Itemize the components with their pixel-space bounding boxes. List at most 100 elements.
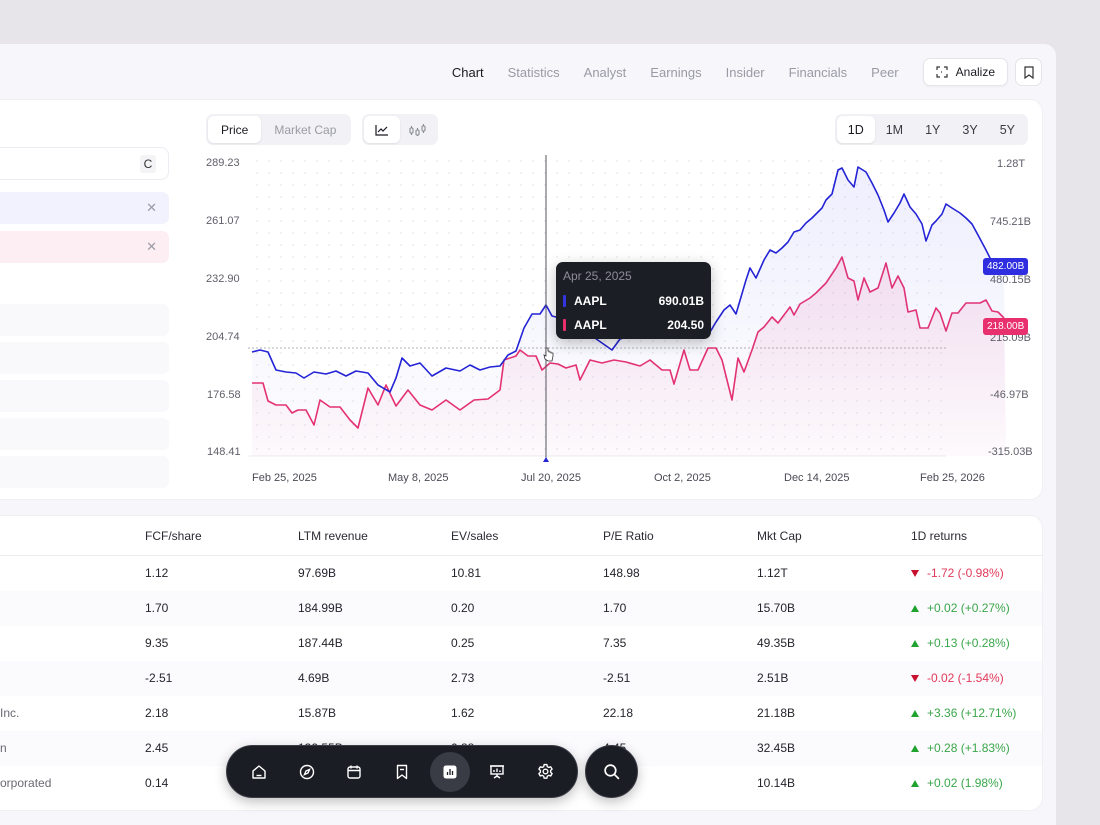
tab-chart[interactable]: Chart bbox=[451, 64, 484, 80]
cell-return: +0.02 (+0.27%) bbox=[911, 601, 1010, 615]
cell-pe: -2.51 bbox=[603, 671, 631, 685]
compare-search-input[interactable]: C bbox=[0, 147, 169, 180]
cell-fcf: 1.70 bbox=[145, 601, 169, 615]
cell-ltm: 97.69B bbox=[298, 566, 337, 580]
dock-calendar[interactable] bbox=[334, 752, 374, 792]
chart-tooltip: Apr 25, 2025 AAPL 690.01B AAPL 204.50 bbox=[556, 262, 711, 339]
compass-icon bbox=[299, 764, 314, 779]
price-tag-pink: 218.00B bbox=[983, 318, 1029, 335]
compare-panel: C ✕ ✕ bbox=[0, 100, 170, 499]
tab-analyst[interactable]: Analyst bbox=[583, 64, 627, 80]
option-price[interactable]: Price bbox=[208, 116, 262, 143]
tab-earnings[interactable]: Earnings bbox=[650, 64, 702, 80]
cell-mcap: 49.35B bbox=[757, 636, 796, 650]
dock-presentation[interactable] bbox=[477, 752, 517, 792]
list-item bbox=[0, 304, 169, 336]
tab-insider[interactable]: Insider bbox=[725, 64, 765, 80]
x-tick: Dec 14, 2025 bbox=[784, 472, 850, 484]
col-1d-returns[interactable]: 1D returns bbox=[911, 529, 968, 543]
chart-icon bbox=[443, 765, 457, 778]
dock-explore[interactable] bbox=[287, 752, 327, 792]
series-color-swatch bbox=[563, 319, 566, 331]
range-1m[interactable]: 1M bbox=[885, 122, 904, 137]
col-mkt-cap[interactable]: Mkt Cap bbox=[757, 529, 802, 543]
cell-ltm: 15.87B bbox=[298, 706, 337, 720]
x-tick: Feb 25, 2025 bbox=[252, 472, 317, 484]
cell-ev: 0.20 bbox=[451, 601, 475, 615]
dock-home[interactable] bbox=[239, 752, 279, 792]
range-5y[interactable]: 5Y bbox=[999, 122, 1015, 137]
dock-search-button[interactable] bbox=[585, 745, 638, 798]
chart-card: C ✕ ✕ Price Market Cap bbox=[0, 100, 1042, 499]
bookmark-icon bbox=[1023, 65, 1034, 79]
tooltip-value: 204.50 bbox=[667, 318, 704, 332]
tab-statistics[interactable]: Statistics bbox=[507, 64, 560, 80]
close-icon[interactable]: ✕ bbox=[146, 200, 157, 215]
bottom-dock bbox=[226, 745, 578, 798]
up-arrow-icon bbox=[911, 744, 919, 752]
range-3y[interactable]: 3Y bbox=[962, 122, 978, 137]
candlestick-option[interactable] bbox=[400, 116, 436, 143]
chart-type-toggle bbox=[362, 114, 438, 145]
tab-financials[interactable]: Financials bbox=[788, 64, 848, 80]
table-row[interactable]: Inc. 2.18 15.87B 1.62 22.18 21.18B +3.36… bbox=[0, 696, 1042, 731]
compare-item-blue[interactable]: ✕ bbox=[0, 192, 169, 224]
table-row[interactable]: 1.12 97.69B 10.81 148.98 1.12T -1.72 (-0… bbox=[0, 556, 1042, 591]
calendar-icon bbox=[347, 765, 361, 779]
up-arrow-icon bbox=[911, 779, 919, 787]
y-tick-right: 745.21B bbox=[990, 216, 1031, 228]
dock-bookmarks[interactable] bbox=[382, 752, 422, 792]
x-tick: May 8, 2025 bbox=[388, 472, 449, 484]
range-1y[interactable]: 1Y bbox=[925, 122, 941, 137]
tab-peer[interactable]: Peer bbox=[871, 64, 899, 80]
y-tick-left: 204.74 bbox=[206, 331, 240, 343]
cell-ev: 10.81 bbox=[451, 566, 482, 580]
list-item bbox=[0, 380, 169, 412]
up-arrow-icon bbox=[911, 639, 919, 647]
x-tick: Feb 25, 2026 bbox=[920, 472, 985, 484]
company-name: n bbox=[0, 741, 7, 755]
tooltip-row: AAPL 204.50 bbox=[563, 317, 704, 333]
table-row[interactable]: 1.70 184.99B 0.20 1.70 15.70B +0.02 (+0.… bbox=[0, 591, 1042, 626]
search-icon bbox=[604, 764, 620, 780]
top-nav: Chart Statistics Analyst Earnings Inside… bbox=[440, 58, 1042, 86]
y-tick-right: -46.97B bbox=[990, 389, 1029, 401]
down-arrow-icon bbox=[911, 569, 919, 577]
cell-ltm: 4.69B bbox=[298, 671, 330, 685]
analize-button[interactable]: Analize bbox=[922, 58, 1008, 86]
close-icon[interactable]: ✕ bbox=[146, 239, 157, 254]
col-fcf-share[interactable]: FCF/share bbox=[145, 529, 202, 543]
dock-settings[interactable] bbox=[525, 752, 565, 792]
price-tag-blue: 482.00B bbox=[983, 258, 1029, 275]
line-chart-option[interactable] bbox=[364, 116, 400, 143]
y-tick-left: 148.41 bbox=[207, 446, 241, 458]
y-tick-left: 261.07 bbox=[206, 215, 240, 227]
y-tick-left: 176.58 bbox=[207, 389, 241, 401]
cell-return: +3.36 (+12.71%) bbox=[911, 706, 1016, 720]
analize-label: Analize bbox=[955, 65, 995, 79]
table-row[interactable]: orporated 0.14 10.14B +0.02 (1.98%) bbox=[0, 766, 1042, 801]
cell-pe: 148.98 bbox=[603, 566, 640, 580]
y-tick-left: 232.90 bbox=[206, 273, 240, 285]
col-pe-ratio[interactable]: P/E Ratio bbox=[603, 529, 654, 543]
dock-charts[interactable] bbox=[429, 751, 470, 792]
bookmark-button[interactable] bbox=[1015, 58, 1042, 86]
cell-return: -1.72 (-0.98%) bbox=[911, 566, 1004, 580]
col-ltm-revenue[interactable]: LTM revenue bbox=[298, 529, 368, 543]
cell-ltm: 187.44B bbox=[298, 636, 343, 650]
option-market-cap[interactable]: Market Cap bbox=[274, 122, 337, 137]
x-tick: Oct 2, 2025 bbox=[654, 472, 711, 484]
price-chart[interactable] bbox=[0, 100, 1042, 499]
cell-return: +0.13 (+0.28%) bbox=[911, 636, 1010, 650]
tooltip-ticker: AAPL bbox=[574, 318, 607, 332]
up-arrow-icon bbox=[911, 709, 919, 717]
table-row[interactable]: -2.51 4.69B 2.73 -2.51 2.51B -0.02 (-1.5… bbox=[0, 661, 1042, 696]
cell-pe: 22.18 bbox=[603, 706, 634, 720]
range-1d[interactable]: 1D bbox=[836, 116, 875, 143]
tooltip-row: AAPL 690.01B bbox=[563, 293, 704, 309]
home-icon bbox=[252, 764, 266, 779]
candlestick-icon bbox=[409, 123, 426, 136]
compare-item-pink[interactable]: ✕ bbox=[0, 231, 169, 263]
col-ev-sales[interactable]: EV/sales bbox=[451, 529, 499, 543]
table-row[interactable]: 9.35 187.44B 0.25 7.35 49.35B +0.13 (+0.… bbox=[0, 626, 1042, 661]
